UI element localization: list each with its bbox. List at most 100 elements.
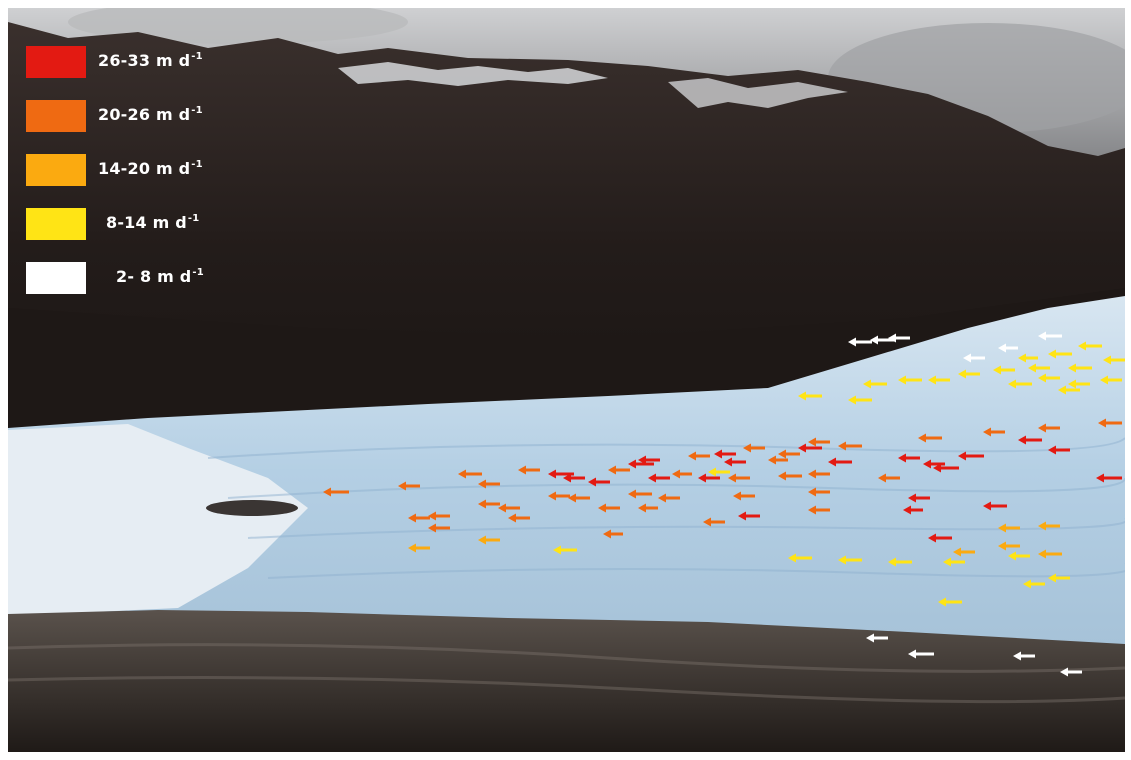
velocity-arrow [1048, 445, 1070, 455]
legend-item: 26-33 m d-1 [26, 46, 226, 100]
velocity-arrow [1023, 579, 1045, 589]
velocity-arrow [1028, 363, 1050, 373]
velocity-arrow [658, 493, 680, 503]
moraine-streaks [8, 643, 1125, 704]
velocity-arrow [1103, 355, 1125, 365]
legend-swatch [26, 262, 86, 294]
velocity-arrow [738, 511, 760, 521]
velocity-arrow [428, 523, 450, 533]
velocity-arrow [1078, 341, 1102, 351]
legend-swatch [26, 154, 86, 186]
legend-label: 20-26 m d-1 [98, 105, 203, 124]
velocity-arrow [1038, 373, 1060, 383]
velocity-arrow [1058, 385, 1080, 395]
velocity-arrow [398, 481, 420, 491]
legend-item: 2- 8 m d-1 [26, 262, 226, 316]
velocity-arrow [998, 541, 1020, 551]
velocity-arrow [588, 477, 610, 487]
velocity-arrow [1068, 363, 1092, 373]
velocity-arrow [863, 379, 887, 389]
moraine [8, 610, 1125, 752]
velocity-arrow [458, 469, 482, 479]
velocity-arrow [778, 471, 802, 481]
velocity-arrow [518, 465, 540, 475]
legend-item: 14-20 m d-1 [26, 154, 226, 208]
velocity-arrow [938, 597, 962, 607]
velocity-arrow [672, 469, 692, 479]
velocity-arrow [478, 499, 500, 509]
velocity-arrow [553, 545, 577, 555]
legend-swatch [26, 208, 86, 240]
velocity-arrow [724, 457, 746, 467]
velocity-arrow [958, 451, 984, 461]
legend-label: 26-33 m d-1 [98, 51, 203, 70]
velocity-arrow [743, 443, 765, 453]
velocity-arrow [983, 427, 1005, 437]
velocity-arrow [808, 437, 830, 447]
legend-label: 14-20 m d-1 [98, 159, 203, 178]
velocity-arrow [508, 513, 530, 523]
velocity-arrow [838, 555, 862, 565]
velocity-arrow [1038, 423, 1060, 433]
velocity-arrow [923, 459, 945, 469]
velocity-arrow [638, 503, 658, 513]
velocity-arrow [1048, 349, 1072, 359]
velocity-arrow [1096, 473, 1122, 483]
velocity-arrow [848, 337, 872, 347]
velocity-arrow [1100, 375, 1122, 385]
velocity-arrow [866, 633, 888, 643]
velocity-arrow [1013, 651, 1035, 661]
velocity-arrow [698, 473, 720, 483]
velocity-arrow [983, 501, 1007, 511]
glacier-photo: 26-33 m d-1 20-26 m d-1 14-20 m d-1 8-14… [8, 8, 1125, 752]
velocity-arrow [714, 449, 736, 459]
velocity-arrow [728, 473, 750, 483]
snow-plain [8, 424, 308, 616]
velocity-arrow [963, 353, 985, 363]
lower-slope [8, 288, 1125, 428]
velocity-arrow [993, 365, 1015, 375]
velocity-arrow [838, 441, 862, 451]
legend-item: 8-14 m d-1 [26, 208, 226, 262]
velocity-arrow [898, 453, 920, 463]
velocity-arrow [603, 529, 623, 539]
velocity-arrow [888, 333, 910, 343]
velocity-arrow [628, 459, 654, 469]
velocity-arrow [323, 487, 349, 497]
velocity-arrow [848, 395, 872, 405]
velocity-arrow [1038, 331, 1062, 341]
lake [206, 500, 298, 516]
velocity-arrow [428, 511, 450, 521]
velocity-arrow [870, 335, 894, 345]
velocity-arrow [933, 463, 959, 473]
velocity-arrow [1018, 353, 1038, 363]
velocity-arrow [778, 449, 800, 459]
snow-patch [338, 62, 608, 86]
velocity-arrow [878, 473, 900, 483]
velocity-arrow [788, 553, 812, 563]
velocity-arrow [648, 473, 670, 483]
velocity-arrow [563, 473, 585, 483]
velocity-arrow [733, 491, 755, 501]
velocity-arrow [1098, 418, 1122, 428]
velocity-arrow [1048, 573, 1070, 583]
velocity-arrow [703, 517, 725, 527]
velocity-arrow [898, 375, 922, 385]
velocity-arrow [998, 523, 1020, 533]
velocity-arrow [598, 503, 620, 513]
velocity-arrow [1038, 549, 1062, 559]
velocity-arrow [808, 469, 830, 479]
velocity-arrow [1018, 435, 1042, 445]
velocity-arrow [918, 433, 942, 443]
velocity-arrow [1038, 521, 1060, 531]
snow-patch [668, 78, 848, 108]
velocity-arrow [568, 493, 590, 503]
velocity-arrows [323, 331, 1125, 677]
velocity-arrow [943, 557, 965, 567]
velocity-arrow [498, 503, 520, 513]
velocity-arrow [908, 493, 930, 503]
cloud [68, 8, 408, 44]
velocity-arrow [908, 649, 934, 659]
velocity-arrow [798, 391, 822, 401]
velocity-arrow [768, 455, 788, 465]
